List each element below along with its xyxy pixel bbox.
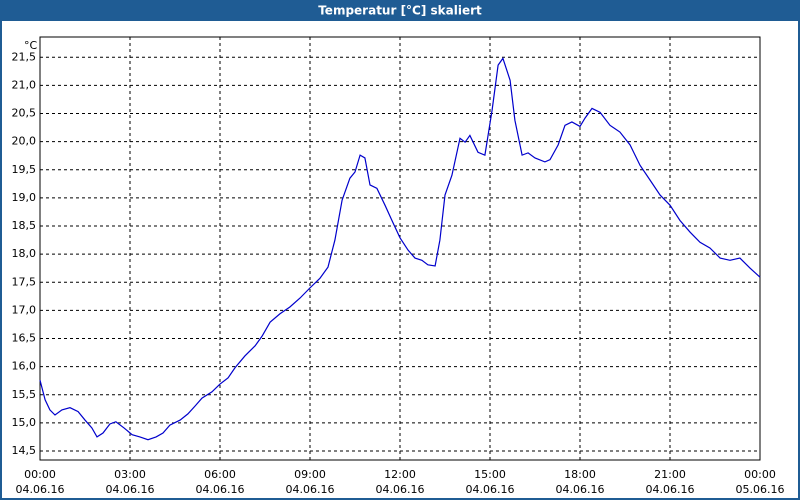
y-tick-label: 21,0 [12,78,37,91]
x-tick-label: 00:00 [744,468,776,481]
x-tick-date: 04.06.16 [466,483,515,496]
x-tick-label: 18:00 [564,468,596,481]
x-tick-label: 15:00 [474,468,506,481]
y-tick-label: 20,5 [12,107,37,120]
y-tick-label: 20,0 [12,135,37,148]
x-tick-label: 00:00 [24,468,56,481]
y-tick-label: 18,5 [12,219,37,232]
x-tick-label: 03:00 [114,468,146,481]
x-tick-label: 12:00 [384,468,416,481]
y-tick-label: 17,0 [12,303,37,316]
x-tick-date: 04.06.16 [376,483,425,496]
x-tick-label: 21:00 [654,468,686,481]
y-tick-label: 16,0 [12,360,37,373]
y-tick-label: 19,5 [12,163,37,176]
line-series [39,57,761,441]
x-tick-date: 04.06.16 [286,483,335,496]
y-tick-label: 15,0 [12,416,37,429]
chart-title: Temperatur [°C] skaliert [318,4,482,18]
y-tick-label: 17,5 [12,275,37,288]
y-tick-label: 14,5 [12,444,37,457]
x-tick-date: 04.06.16 [106,483,155,496]
x-tick-label: 09:00 [294,468,326,481]
x-tick-label: 06:00 [204,468,236,481]
x-tick-date: 04.06.16 [196,483,245,496]
y-tick-label: 15,5 [12,388,37,401]
y-tick-label: 19,0 [12,191,37,204]
plot-border [39,36,761,461]
y-unit: °C [24,39,38,52]
x-tick-date: 04.06.16 [646,483,695,496]
x-tick-date: 04.06.16 [556,483,605,496]
x-tick-date: 04.06.16 [16,483,65,496]
x-tick-date: 05.06.16 [736,483,785,496]
y-tick-label: 16,5 [12,332,37,345]
y-tick-label: 21,5 [12,50,37,63]
y-tick-label: 18,0 [12,247,37,260]
